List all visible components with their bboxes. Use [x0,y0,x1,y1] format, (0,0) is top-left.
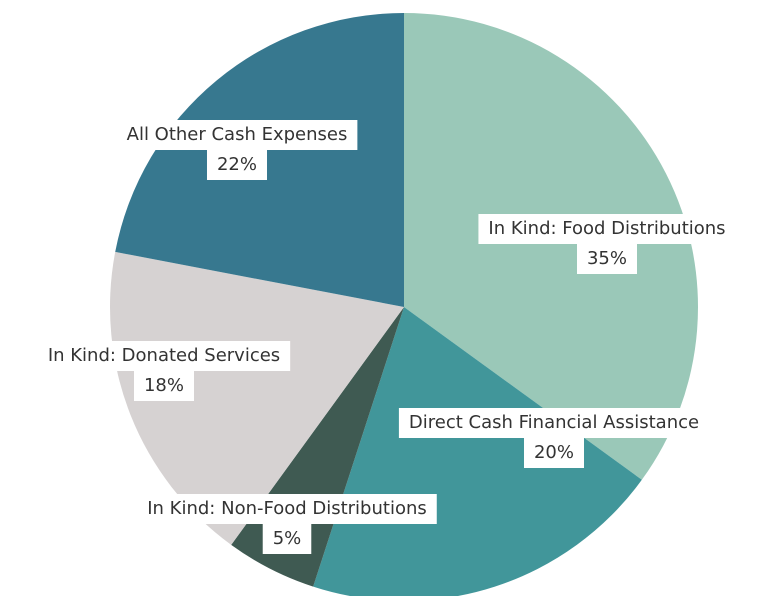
value-label: 22% [217,154,257,175]
label-background [576,244,638,274]
label-background [206,150,268,180]
slice-label: Direct Cash Financial Assistance 20% [398,408,710,468]
value-label: 18% [144,375,184,396]
label-background [523,438,585,468]
value-label: 5% [273,528,302,549]
category-label: In Kind: Food Distributions [488,218,725,239]
label-background [116,120,358,150]
category-label: In Kind: Non-Food Distributions [147,498,427,519]
labels: In Kind: Food Distributions 35% Direct Cas… [37,120,736,554]
pie-slice [404,13,698,480]
slice-label: All Other Cash Expenses 22% [116,120,358,180]
value-label: 35% [587,248,627,269]
category-label: In Kind: Donated Services [48,345,280,366]
label-background [398,408,710,438]
category-label: Direct Cash Financial Assistance [409,412,699,433]
label-background [478,214,736,244]
label-background [262,524,312,554]
slice-label: In Kind: Non-Food Distributions 5% [137,494,437,554]
slice-label: In Kind: Donated Services 18% [37,341,291,401]
slice-label: In Kind: Food Distributions 35% [478,214,736,274]
pie-slice [110,251,404,545]
category-label: All Other Cash Expenses [127,124,348,145]
value-label: 20% [534,442,574,463]
label-background [137,494,437,524]
label-background [37,341,291,371]
label-background [133,371,195,401]
